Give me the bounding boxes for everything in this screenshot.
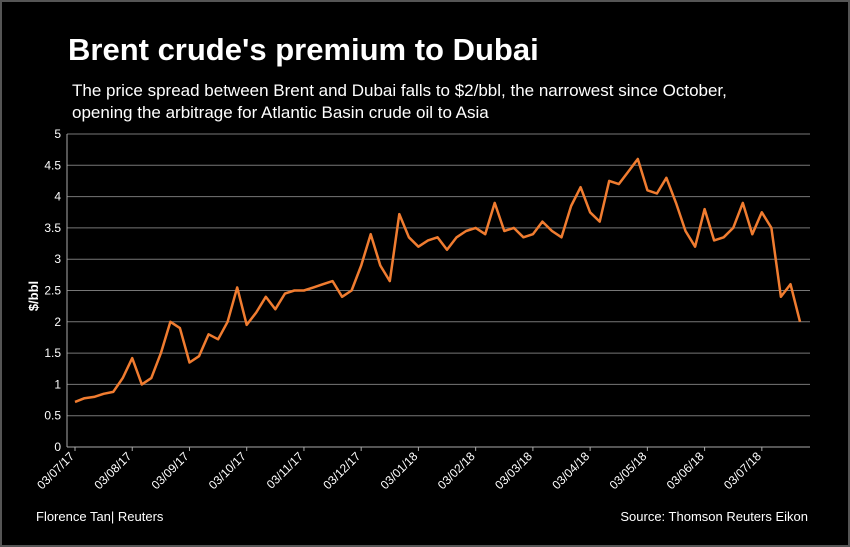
footer-credit: Florence Tan| Reuters <box>36 509 164 524</box>
y-tick-label: 5 <box>54 127 61 141</box>
y-tick-label: 1 <box>54 377 61 391</box>
y-axis-label: $/bbl <box>26 281 41 311</box>
y-tick-label: 4.5 <box>44 158 61 172</box>
y-tick-label: 3.5 <box>44 221 61 235</box>
y-tick-label: 4 <box>54 190 61 204</box>
chart-subtitle: The price spread between Brent and Dubai… <box>72 81 727 100</box>
chart-title: Brent crude's premium to Dubai <box>68 32 539 67</box>
y-tick-label: 0.5 <box>44 409 61 423</box>
y-tick-label: 3 <box>54 252 61 266</box>
y-tick-label: 2 <box>54 315 61 329</box>
data-line <box>74 157 802 404</box>
y-tick-label: 2.5 <box>44 284 61 298</box>
y-tick-label: 0 <box>54 440 61 454</box>
footer-source: Source: Thomson Reuters Eikon <box>620 509 808 524</box>
chart-subtitle: opening the arbitrage for Atlantic Basin… <box>72 103 489 122</box>
y-tick-label: 1.5 <box>44 346 61 360</box>
